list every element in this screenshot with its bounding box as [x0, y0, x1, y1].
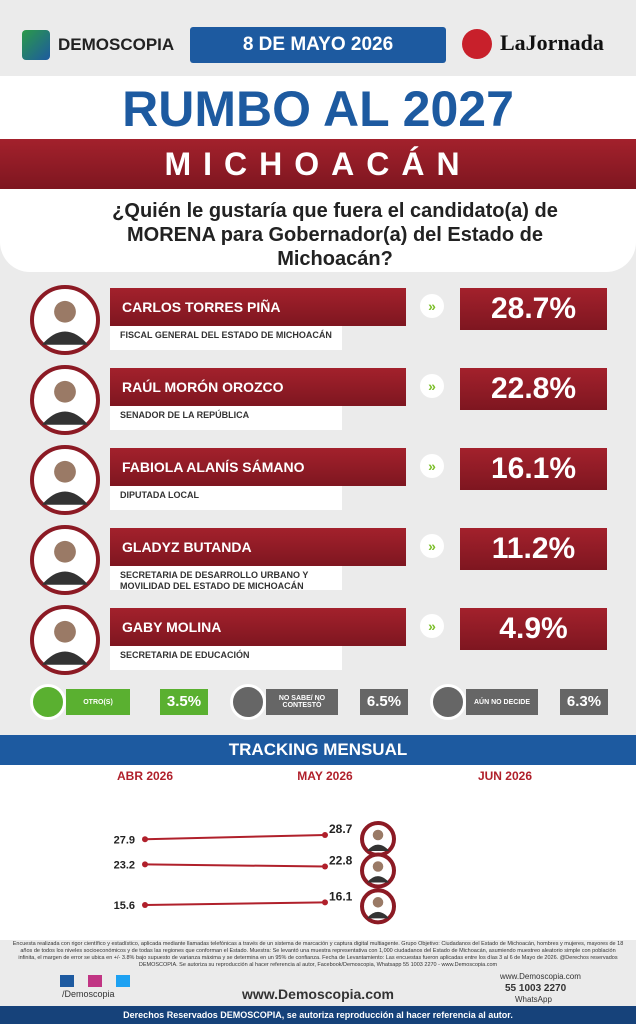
photo-head	[372, 897, 384, 908]
trend-start-label: 27.9	[114, 834, 135, 846]
arrow: »	[420, 534, 444, 558]
trend-dot	[142, 902, 148, 908]
photo-body	[41, 491, 89, 505]
photo-body	[41, 331, 89, 345]
trend-dot	[142, 836, 148, 843]
title: RUMBO AL 2027	[122, 81, 514, 137]
trend-start-label: 23.2	[114, 859, 135, 871]
social-icons	[60, 975, 130, 987]
social: /Demoscopia	[62, 989, 115, 999]
photo-body	[366, 876, 390, 883]
trend-end-label: 22.8	[329, 854, 353, 868]
candidate-name: RAÚL MORÓN OROZCO	[110, 368, 406, 406]
month-label: MAY 2026	[297, 769, 353, 783]
photo-head	[54, 300, 76, 323]
trend-dot	[142, 861, 148, 868]
brand-logo	[22, 30, 50, 60]
photo-head	[372, 829, 384, 841]
other-icon	[230, 684, 266, 720]
photo-head	[54, 620, 76, 643]
candidate-value: 16.1%	[460, 448, 607, 490]
date: 8 DE MAYO 2026	[190, 27, 446, 63]
trend-dot	[322, 863, 328, 870]
whatsapp: WhatsApp	[515, 995, 552, 1004]
candidate-name: GABY MOLINA	[110, 608, 406, 646]
candidate-value: 11.2%	[460, 528, 607, 570]
other-icon	[30, 684, 66, 720]
question: ¿Quién le gustaría que fuera el candidat…	[112, 200, 558, 270]
phone: 55 1003 2270	[505, 983, 567, 994]
candidate-role: SECRETARIA DE EDUCACIÓN	[120, 650, 250, 660]
trend-end-label: 16.1	[329, 889, 353, 903]
website-small: www.Demoscopia.com	[500, 972, 581, 981]
month-label: JUN 2026	[478, 769, 532, 783]
photo-body	[366, 844, 390, 851]
photo-body	[366, 911, 390, 919]
trend-end-label: 28.7	[329, 822, 353, 836]
tracking-panel	[0, 735, 636, 940]
trend-line	[144, 834, 326, 841]
trend-start-label: 15.6	[114, 900, 135, 912]
arrow: »	[420, 374, 444, 398]
other-value: 6.3%	[560, 689, 608, 715]
partner: LaJornada	[500, 30, 604, 55]
photo-body	[41, 411, 89, 425]
candidate-name: CARLOS TORRES PIÑA	[110, 288, 406, 326]
candidate-value: 4.9%	[460, 608, 607, 650]
arrow: »	[420, 294, 444, 318]
photo-body	[41, 571, 89, 585]
brand: DEMOSCOPIA	[58, 35, 175, 54]
partner-logo	[462, 29, 492, 59]
arrow: »	[420, 454, 444, 478]
candidate-role: SECRETARIA DE DESARROLLO URBANO Y MOVILI…	[120, 570, 309, 591]
trend-dot	[322, 899, 328, 906]
other-label: NO SABE/ NO CONTESTÓ	[266, 689, 338, 715]
month-label: ABR 2026	[117, 769, 173, 783]
candidate-role: SENADOR DE LA REPÚBLICA	[120, 410, 250, 420]
other-value: 3.5%	[160, 689, 208, 715]
candidate-name: GLADYZ BUTANDA	[110, 528, 406, 566]
other-label: OTRO(S)	[66, 689, 130, 715]
other-label: AÚN NO DECIDE	[466, 689, 538, 715]
candidate-value: 22.8%	[460, 368, 607, 410]
other-value: 6.5%	[360, 689, 408, 715]
state: MICHOACÁN	[0, 139, 636, 189]
candidate-value: 28.7%	[460, 288, 607, 330]
disclaimer: Encuesta realizada con rigor científico …	[12, 941, 624, 968]
trend-dot	[322, 832, 328, 838]
photo-body	[41, 651, 89, 665]
candidate-name: FABIOLA ALANÍS SÁMANO	[110, 448, 406, 486]
candidate-role: DIPUTADA LOCAL	[120, 490, 199, 500]
rights: Derechos Reservados DEMOSCOPIA, se autor…	[0, 1006, 636, 1024]
arrow: »	[420, 614, 444, 638]
other-icon	[430, 684, 466, 720]
photo-head	[54, 380, 76, 403]
trend-line	[144, 901, 326, 906]
trend-line	[144, 863, 326, 868]
photo-head	[372, 861, 384, 872]
website: www.Demoscopia.com	[242, 986, 394, 1002]
photo-head	[54, 460, 76, 483]
photo-head	[54, 540, 76, 563]
tracking-title: TRACKING MENSUAL	[0, 735, 636, 765]
candidate-role: FISCAL GENERAL DEL ESTADO DE MICHOACÁN	[120, 330, 332, 340]
